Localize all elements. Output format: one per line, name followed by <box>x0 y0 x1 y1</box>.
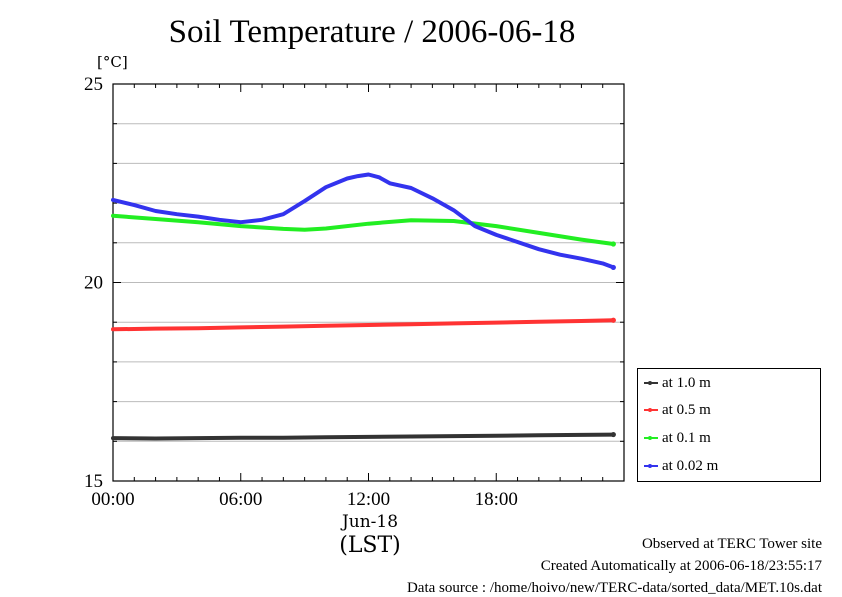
x-tick-label: 18:00 <box>475 489 518 510</box>
legend-item-0-1m: at 0.1 m <box>644 428 711 448</box>
footer-source: Data source : /home/hoivo/new/TERC-data/… <box>406 580 822 596</box>
legend-label-0-02m: at 0.02 m <box>662 457 719 474</box>
series-end-point-0 <box>610 431 616 438</box>
legend: at 1.0 m at 0.5 m at 0.1 m at 0.02 m <box>637 368 821 482</box>
series-end-point-3 <box>610 264 616 271</box>
legend-swatch-1m <box>644 381 658 385</box>
footer-observed: Observed at TERC Tower site <box>641 536 822 552</box>
series-line-2 <box>111 213 616 246</box>
legend-item-1m: at 1.0 m <box>644 373 711 393</box>
y-tick-label: 15 <box>84 471 103 492</box>
series-line-0 <box>111 432 616 441</box>
legend-label-1m: at 1.0 m <box>662 374 711 391</box>
legend-item-0-5m: at 0.5 m <box>644 400 711 420</box>
x-axis-title: (LST) <box>339 533 401 558</box>
chart-title: Soil Temperature / 2006-06-18 <box>168 14 576 50</box>
legend-label-0-5m: at 0.5 m <box>662 401 711 418</box>
legend-label-0-1m: at 0.1 m <box>662 429 711 446</box>
legend-swatch-0-02m <box>644 464 658 468</box>
y-axis-unit: [°C] <box>97 53 128 71</box>
footer-created: Created Automatically at 2006-06-18/23:5… <box>540 558 822 574</box>
series-line-3 <box>111 172 616 270</box>
legend-item-0-02m: at 0.02 m <box>644 456 718 476</box>
series-line-1 <box>111 318 616 332</box>
legend-swatch-0-5m <box>644 408 658 412</box>
x-axis-date-label: Jun-18 <box>341 512 399 532</box>
y-tick-label: 25 <box>84 74 103 95</box>
y-tick-label: 20 <box>84 273 103 294</box>
x-tick-label: 00:00 <box>91 489 134 510</box>
series-end-point-1 <box>610 317 616 323</box>
x-tick-label: 12:00 <box>347 489 390 510</box>
series-end-point-2 <box>610 241 616 247</box>
x-tick-label: 06:00 <box>219 489 262 510</box>
legend-swatch-0-1m <box>644 436 658 440</box>
